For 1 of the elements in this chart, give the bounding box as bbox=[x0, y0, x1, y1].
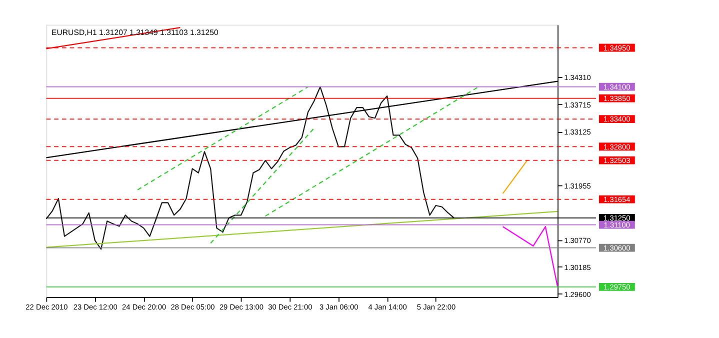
line-series bbox=[46, 86, 455, 250]
